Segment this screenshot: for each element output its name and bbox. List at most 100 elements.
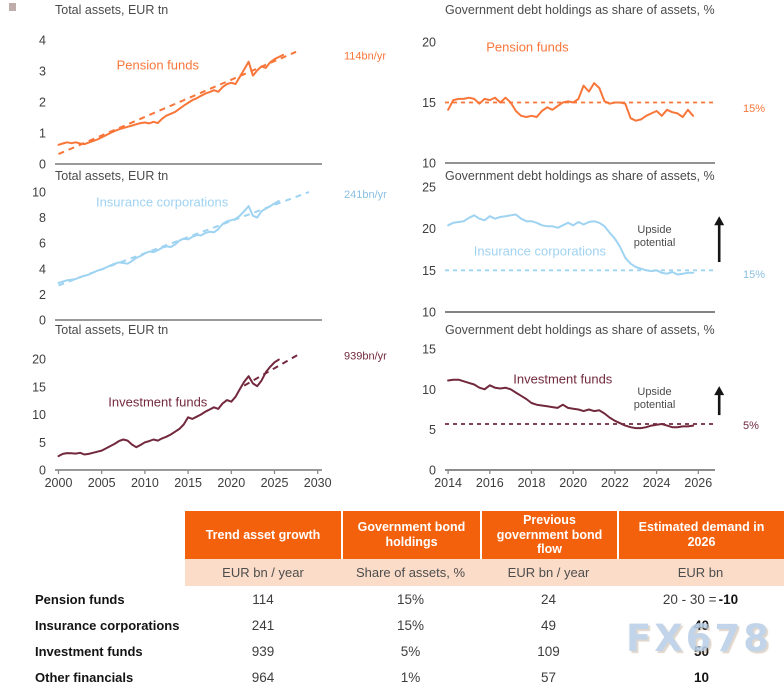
- svg-text:20: 20: [422, 36, 436, 50]
- svg-text:2018: 2018: [518, 476, 546, 490]
- col-header-government-bond-holdings: Government bond holdings: [341, 511, 480, 559]
- pension-demand-prefix: 20 - 30 =: [662, 591, 717, 607]
- svg-text:2020: 2020: [217, 476, 245, 490]
- insurance-flow-value: 49: [540, 617, 557, 633]
- chart-insurance-debt-share: Government debt holdings as share of ass…: [390, 168, 784, 326]
- svg-text:0: 0: [39, 158, 46, 172]
- svg-text:2020: 2020: [559, 476, 587, 490]
- svg-text:10: 10: [32, 186, 46, 200]
- svg-text:15: 15: [422, 264, 436, 278]
- svg-text:Upside: Upside: [637, 224, 671, 236]
- pension-trend-value: 114: [252, 591, 274, 607]
- svg-text:1: 1: [39, 127, 46, 141]
- unit-previous-government-bond-flow: EUR bn / year: [480, 559, 617, 586]
- investment-trend-value: 939: [251, 643, 275, 659]
- svg-text:Investment funds: Investment funds: [513, 372, 612, 387]
- chart-pension-total-assets: Total assets, EUR tn 0 1 2 3 4 Pension funds 11…: [0, 0, 400, 172]
- svg-text:Upside: Upside: [637, 386, 671, 398]
- row-label-investment-funds: Investment funds: [35, 643, 143, 659]
- row-label-pension-funds: Pension funds: [35, 591, 125, 607]
- col-header-estimated-demand: Estimated demand in 2026: [617, 511, 784, 559]
- chart-investment-total-assets: Total assets, EUR tn 0 5 10 15 20 2000 2005 2010…: [0, 322, 400, 500]
- corner-mark: [9, 3, 16, 11]
- svg-text:20: 20: [32, 353, 46, 367]
- svg-text:4: 4: [39, 34, 46, 48]
- svg-text:2024: 2024: [643, 476, 671, 490]
- svg-text:2022: 2022: [601, 476, 629, 490]
- svg-text:2005: 2005: [88, 476, 116, 490]
- chart-pension-debt-share: Government debt holdings as share of ass…: [390, 0, 784, 172]
- row-label-other-financials: Other financials: [35, 669, 134, 685]
- svg-text:Insurance corporations: Insurance corporations: [96, 195, 229, 210]
- svg-text:Total assets, EUR tn: Total assets, EUR tn: [55, 3, 168, 17]
- row-label-insurance-corporations: Insurance corporations: [35, 617, 180, 633]
- svg-text:8: 8: [39, 211, 46, 225]
- svg-text:10: 10: [32, 408, 46, 422]
- svg-text:Total assets, EUR tn: Total assets, EUR tn: [55, 323, 168, 337]
- svg-text:2030: 2030: [304, 476, 332, 490]
- unit-government-bond-holdings: Share of assets, %: [341, 559, 480, 586]
- svg-text:15%: 15%: [743, 103, 765, 115]
- svg-text:Government debt holdings as sh: Government debt holdings as share of ass…: [445, 323, 715, 337]
- svg-text:2000: 2000: [45, 476, 73, 490]
- svg-text:0: 0: [429, 464, 436, 478]
- svg-text:241bn/yr: 241bn/yr: [344, 189, 387, 201]
- svg-text:15%: 15%: [743, 269, 765, 281]
- watermark: FX678: [626, 617, 773, 660]
- svg-text:2014: 2014: [434, 476, 462, 490]
- pension-demand-bold: -10: [718, 591, 739, 607]
- unit-estimated-demand: EUR bn: [617, 559, 784, 586]
- investment-flow-value: 109: [537, 643, 560, 659]
- insurance-holdings-value: 15%: [396, 617, 425, 633]
- svg-text:2015: 2015: [174, 476, 202, 490]
- svg-text:Government debt holdings as sh: Government debt holdings as share of ass…: [445, 169, 715, 183]
- svg-text:2: 2: [39, 96, 46, 110]
- svg-text:15: 15: [32, 380, 46, 394]
- insurance-trend-value: 241: [251, 617, 275, 633]
- svg-text:2: 2: [39, 288, 46, 302]
- col-header-trend-asset-growth: Trend asset growth: [185, 511, 341, 559]
- table-corner: [0, 559, 185, 586]
- svg-text:0: 0: [39, 314, 46, 327]
- svg-text:5%: 5%: [743, 420, 759, 432]
- svg-text:939bn/yr: 939bn/yr: [344, 351, 387, 363]
- other-trend-value: 964: [251, 669, 275, 685]
- svg-text:15: 15: [422, 96, 436, 110]
- svg-text:Government debt holdings as sh: Government debt holdings as share of ass…: [445, 3, 715, 17]
- svg-text:2010: 2010: [131, 476, 159, 490]
- pension-holdings-value: 15%: [396, 591, 425, 607]
- svg-text:5: 5: [39, 436, 46, 450]
- svg-text:0: 0: [39, 464, 46, 478]
- svg-text:Total assets, EUR tn: Total assets, EUR tn: [55, 169, 168, 183]
- insurance-demand-value: 40: [693, 617, 710, 633]
- chart-insurance-total-assets: Total assets, EUR tn 0 2 4 6 8 10 Insurance cor…: [0, 168, 400, 328]
- svg-text:2016: 2016: [476, 476, 504, 490]
- svg-text:Pension funds: Pension funds: [117, 58, 200, 73]
- svg-text:114bn/yr: 114bn/yr: [344, 51, 386, 63]
- svg-text:2025: 2025: [261, 476, 289, 490]
- svg-text:Pension funds: Pension funds: [486, 40, 569, 55]
- svg-text:4: 4: [39, 262, 46, 276]
- svg-text:20: 20: [422, 222, 436, 236]
- pension-flow-value: 24: [540, 591, 557, 607]
- svg-text:10: 10: [422, 306, 436, 320]
- svg-text:10: 10: [422, 157, 436, 171]
- investment-holdings-value: 5%: [400, 643, 421, 659]
- unit-trend-asset-growth: EUR bn / year: [185, 559, 341, 586]
- summary-table: Trend asset growth Government bond holdi…: [0, 511, 784, 690]
- svg-text:3: 3: [39, 65, 46, 79]
- chart-investment-debt-share: Government debt holdings as share of ass…: [390, 322, 784, 500]
- svg-text:5: 5: [429, 423, 436, 437]
- svg-text:2026: 2026: [684, 476, 712, 490]
- svg-text:10: 10: [422, 383, 436, 397]
- other-flow-value: 57: [540, 669, 557, 685]
- other-demand-value: 10: [693, 669, 710, 685]
- other-holdings-value: 1%: [400, 669, 421, 685]
- investment-demand-value: 50: [693, 643, 710, 659]
- svg-text:potential: potential: [634, 237, 676, 249]
- svg-text:6: 6: [39, 237, 46, 251]
- svg-text:potential: potential: [634, 399, 676, 411]
- svg-text:Insurance corporations: Insurance corporations: [474, 243, 607, 258]
- svg-text:Investment funds: Investment funds: [108, 395, 207, 410]
